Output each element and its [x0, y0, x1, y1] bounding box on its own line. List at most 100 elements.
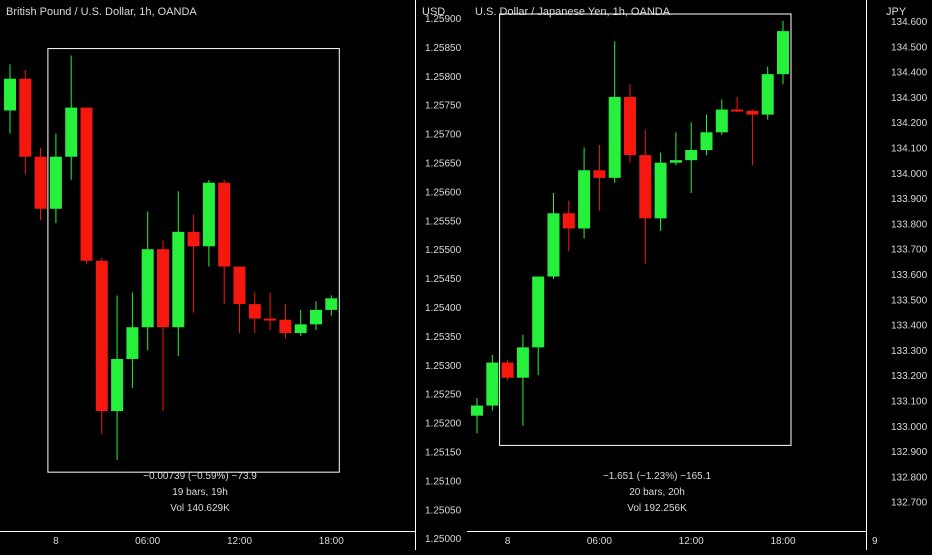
left-axis-unit: USD [422, 6, 445, 18]
usdjpy-price-tick: 133.100 [891, 397, 928, 408]
usdjpy-candle-body [639, 155, 652, 219]
gbpusd-candle-body [279, 319, 292, 334]
gbpusd-price-tick: 1.25200 [425, 419, 462, 430]
gbpusd-measure-box [47, 48, 340, 473]
usdjpy-price-tick: 132.900 [891, 447, 928, 458]
gbpusd-candle-body [325, 298, 338, 310]
gbpusd-price-tick: 1.25550 [425, 216, 462, 227]
gbpusd-candle-body [34, 156, 47, 209]
usdjpy-candle-body [731, 109, 744, 112]
usdjpy-time-tick: 9 [872, 536, 878, 547]
usdjpy-candle-body [685, 150, 698, 161]
usdjpy-price-tick: 133.500 [891, 295, 928, 306]
usdjpy-candle-body [532, 276, 545, 348]
gbpusd-candle-body [202, 182, 215, 247]
gbpusd-time-tick: 06:00 [135, 536, 160, 547]
gbpusd-time-tick: 8 [53, 536, 59, 547]
gbpusd-candle-body [172, 231, 185, 328]
gbpusd-price-tick: 1.25250 [425, 390, 462, 401]
usdjpy-measure-box [499, 13, 792, 446]
gbpusd-candle-body [187, 231, 200, 247]
left-measure-change-label: −0.00739 (−0.59%) −73.9 [143, 471, 257, 482]
gbpusd-candle-body [65, 107, 78, 157]
usdjpy-price-tick: 133.200 [891, 371, 928, 382]
usdjpy-time-tick: 12:00 [679, 536, 704, 547]
usdjpy-candle-body [593, 170, 606, 178]
usdjpy-candle-body [761, 74, 774, 115]
usdjpy-price-tick: 134.400 [891, 68, 928, 79]
usdjpy-price-tick: 134.300 [891, 93, 928, 104]
gbpusd-price-tick: 1.25900 [425, 14, 462, 25]
gbpusd-candle-body [141, 249, 154, 328]
usdjpy-time-tick: 18:00 [770, 536, 795, 547]
gbpusd-candle-body [19, 78, 32, 157]
left-measure-volume-label: Vol 140.629K [170, 503, 230, 514]
usdjpy-time-tick: 06:00 [587, 536, 612, 547]
gbpusd-price-tick: 1.25150 [425, 448, 462, 459]
usdjpy-price-tick: 133.300 [891, 346, 928, 357]
gbpusd-price-tick: 1.25750 [425, 101, 462, 112]
gbpusd-candle-body [294, 324, 307, 334]
usdjpy-candle-body [700, 132, 713, 151]
gbpusd-price-tick: 1.25600 [425, 187, 462, 198]
usdjpy-candle-body [578, 170, 591, 229]
gbpusd-time-tick: 12:00 [227, 536, 252, 547]
usdjpy-candle-body [669, 160, 682, 163]
gbpusd-price-tick: 1.25850 [425, 43, 462, 54]
right-measure-volume-label: Vol 192.256K [627, 503, 687, 514]
left-chart-title: British Pound / U.S. Dollar, 1h, OANDA [6, 6, 197, 18]
usdjpy-candle-body [608, 96, 621, 178]
gbpusd-candle-body [218, 182, 231, 267]
usdjpy-price-tick: 133.700 [891, 245, 928, 256]
usdjpy-price-tick: 134.000 [891, 169, 928, 180]
usdjpy-candle-body [486, 362, 499, 406]
usdjpy-price-tick: 132.800 [891, 472, 928, 483]
gbpusd-price-tick: 1.25000 [425, 534, 462, 545]
gbpusd-candle-body [49, 156, 62, 209]
gbpusd-candle-body [264, 318, 277, 321]
usdjpy-candle-body [654, 162, 667, 219]
gbpusd-candle-body [4, 78, 16, 111]
gbpusd-price-tick: 1.25700 [425, 130, 462, 141]
gbpusd-candle-body [157, 249, 169, 328]
usdjpy-price-tick: 134.200 [891, 118, 928, 129]
usdjpy-candle-body [746, 110, 759, 115]
usdjpy-price-tick: 134.500 [891, 42, 928, 53]
gbpusd-price-tick: 1.25650 [425, 159, 462, 170]
gbpusd-candle-body [233, 266, 246, 305]
gbpusd-time-tick: 18:00 [319, 536, 344, 547]
usdjpy-candle-body [624, 96, 636, 156]
usdjpy-price-tick: 134.100 [891, 144, 928, 155]
gbpusd-candle-body [80, 107, 93, 261]
right-measure-change-label: −1.651 (−1.23%) −165.1 [603, 471, 712, 482]
left-measure-bars-label: 19 bars, 19h [172, 487, 228, 498]
gbpusd-candle-body [95, 260, 108, 412]
usdjpy-price-tick: 133.600 [891, 270, 928, 281]
usdjpy-candle-body [471, 405, 483, 416]
gbpusd-price-tick: 1.25350 [425, 332, 462, 343]
gbpusd-price-tick: 1.25050 [425, 505, 462, 516]
usdjpy-candle-body [516, 347, 529, 378]
gbpusd-price-tick: 1.25500 [425, 245, 462, 256]
usdjpy-price-tick: 134.600 [891, 17, 928, 28]
usdjpy-candle-body [501, 362, 514, 378]
gbpusd-candle-body [310, 309, 322, 325]
gbpusd-price-tick: 1.25100 [425, 476, 462, 487]
gbpusd-price-tick: 1.25400 [425, 303, 462, 314]
usdjpy-price-tick: 133.900 [891, 194, 928, 205]
right-chart-title: U.S. Dollar / Japanese Yen, 1h, OANDA [475, 6, 671, 18]
usdjpy-candle-body [715, 109, 728, 133]
right-measure-bars-label: 20 bars, 20h [629, 487, 685, 498]
gbpusd-candle-body [248, 304, 261, 319]
usdjpy-price-tick: 133.800 [891, 219, 928, 230]
gbpusd-price-tick: 1.25800 [425, 72, 462, 83]
gbpusd-price-tick: 1.25300 [425, 361, 462, 372]
usdjpy-candle-body [777, 31, 789, 75]
usdjpy-price-tick: 133.400 [891, 321, 928, 332]
gbpusd-candle-body [126, 327, 139, 360]
usdjpy-candle-body [547, 213, 560, 277]
usdjpy-time-tick: 8 [505, 536, 511, 547]
usdjpy-price-tick: 133.000 [891, 422, 928, 433]
